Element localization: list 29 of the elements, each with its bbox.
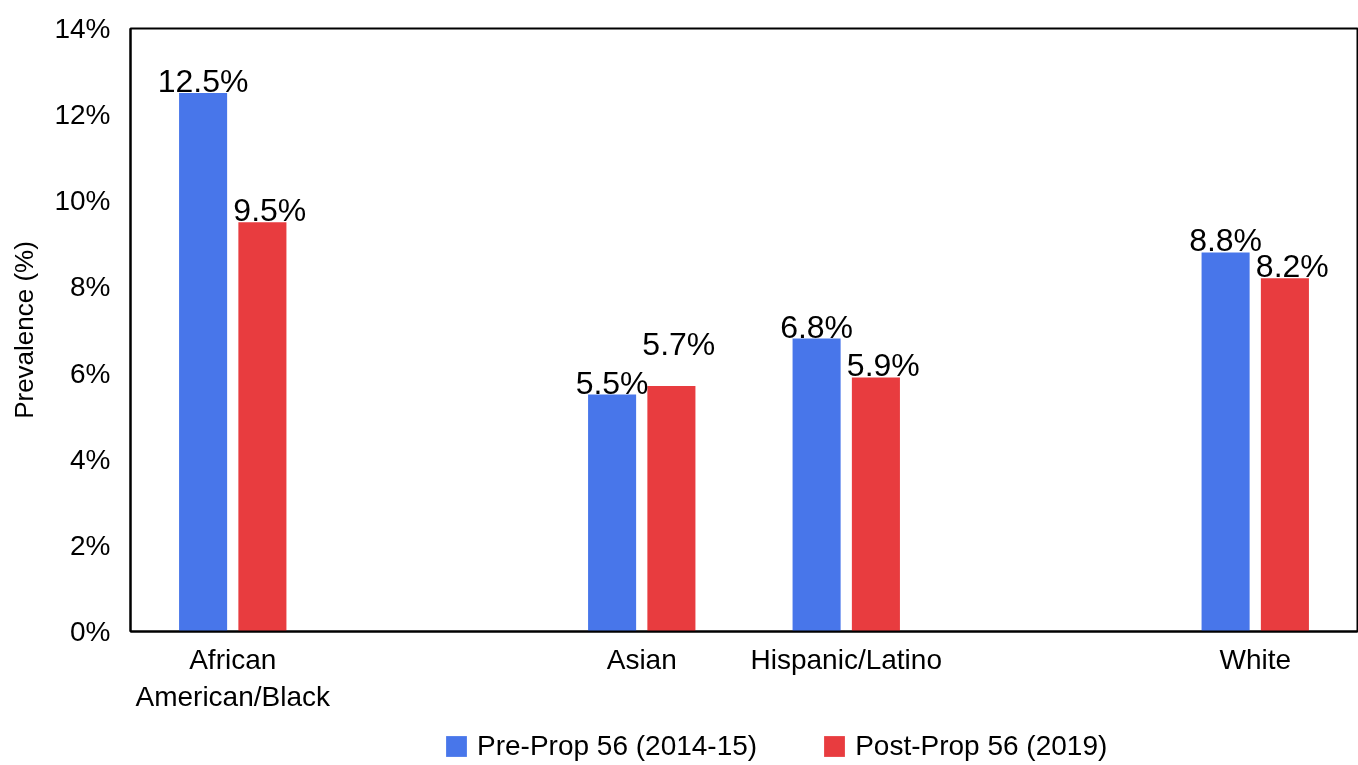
bar (1201, 252, 1250, 632)
data-label: 5.5% (575, 364, 649, 401)
bar (179, 93, 228, 632)
y-tick-label: 10% (54, 185, 111, 217)
y-tick-label: 2% (70, 529, 111, 561)
legend-label: Post-Prop 56 (2019) (855, 730, 1108, 762)
bar (851, 377, 900, 632)
data-label: 12.5% (157, 63, 249, 100)
data-label: 5.9% (846, 347, 920, 384)
x-tick-label: Asian (606, 643, 677, 675)
bar (792, 338, 841, 632)
y-tick-label: 8% (70, 271, 111, 303)
x-tick-label: Hispanic/Latino (750, 643, 942, 675)
data-label: 6.8% (780, 308, 854, 345)
x-tick-label: White (1219, 643, 1292, 675)
x-tick-label: African American/Black (135, 643, 331, 712)
bar (647, 385, 696, 632)
y-tick-label: 4% (70, 443, 111, 475)
bar (1260, 278, 1309, 632)
y-axis-title: Prevalence (%) (9, 241, 40, 419)
bar (588, 394, 637, 632)
y-tick-label: 12% (54, 99, 111, 131)
data-label: 5.7% (642, 326, 716, 363)
y-tick-label: 6% (70, 357, 111, 389)
bar (238, 222, 287, 632)
legend-label: Pre-Prop 56 (2014-15) (477, 730, 758, 762)
y-tick-label: 0% (70, 616, 111, 647)
y-tick-label: 14% (54, 13, 111, 44)
data-label: 9.5% (233, 192, 307, 229)
